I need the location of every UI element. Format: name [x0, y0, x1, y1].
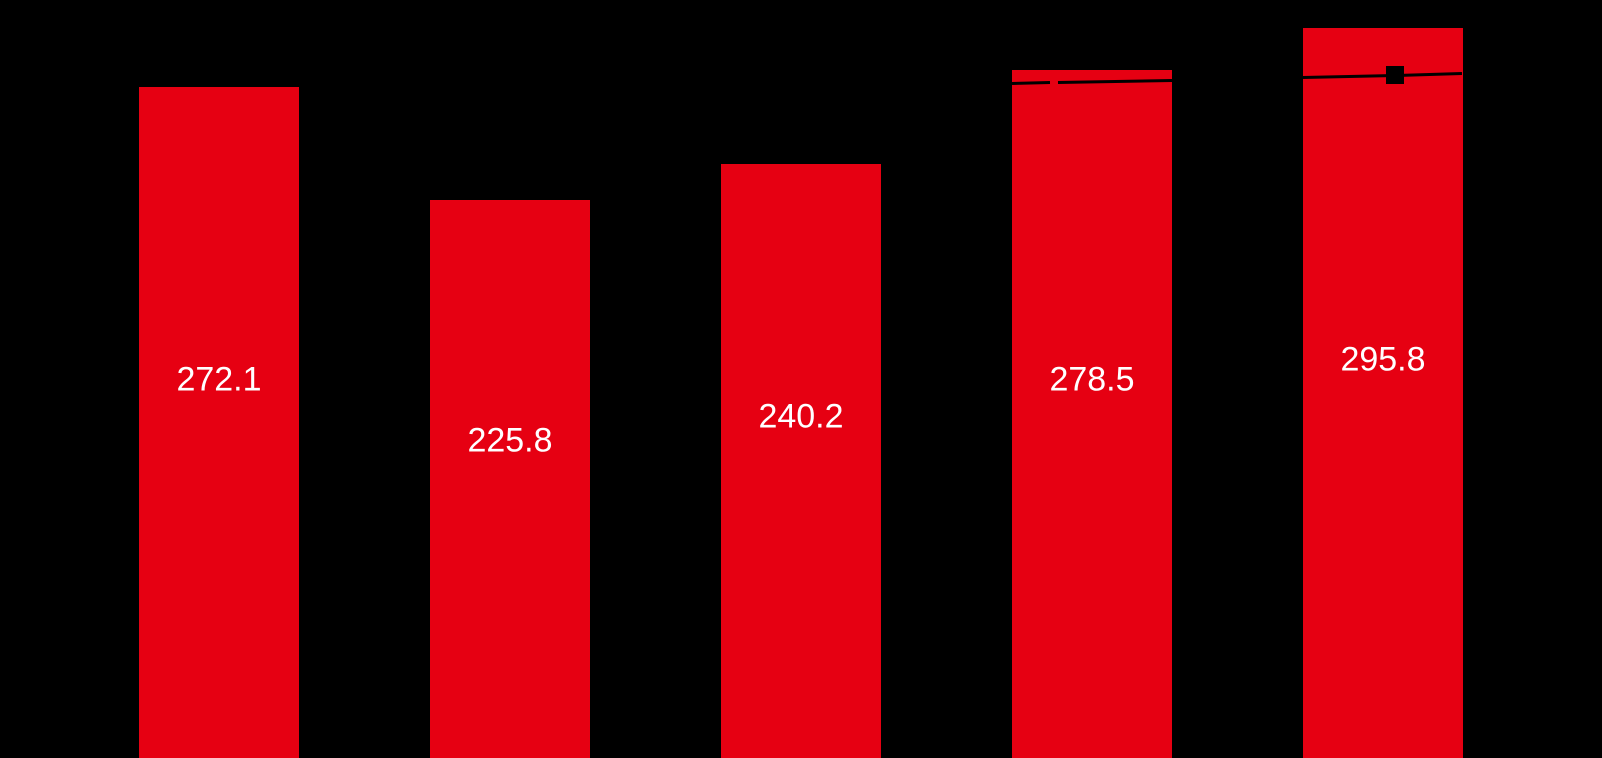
- plot-area: 272.1 225.8 240.2 278.5 295.8: [0, 0, 1602, 758]
- bar-label-2: 240.2: [758, 398, 843, 437]
- overlay-line-segment: [1012, 81, 1050, 85]
- bar-label-4: 295.8: [1340, 341, 1425, 380]
- bar-0: [139, 87, 299, 758]
- overlay-marker: [1386, 66, 1404, 84]
- bar-label-1: 225.8: [467, 422, 552, 461]
- bar-label-0: 272.1: [176, 361, 261, 400]
- bar-1: [430, 200, 590, 758]
- bar-3: [1012, 70, 1172, 758]
- bar-4: [1303, 28, 1463, 758]
- bar-2: [721, 164, 881, 758]
- bar-chart: 272.1 225.8 240.2 278.5 295.8: [0, 0, 1602, 758]
- bar-label-3: 278.5: [1049, 361, 1134, 400]
